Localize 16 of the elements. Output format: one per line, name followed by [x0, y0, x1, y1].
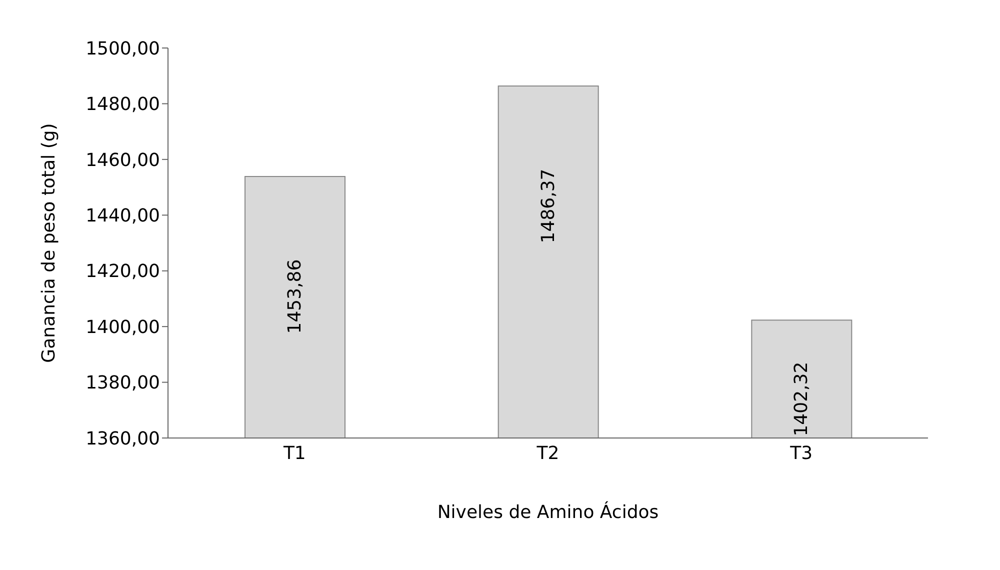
- data-label: 1486,37: [538, 168, 559, 244]
- y-tick-label: 1480,00: [86, 94, 160, 116]
- y-tick-label: 1400,00: [86, 316, 160, 338]
- y-tick-label: 1380,00: [86, 372, 160, 394]
- y-axis-title: Ganancia de peso total (g): [38, 123, 60, 363]
- data-label: 1402,32: [791, 362, 812, 436]
- data-label: 1453,86: [284, 259, 306, 334]
- y-tick-label: 1420,00: [86, 261, 160, 282]
- y-tick-label: 1440,00: [86, 206, 160, 227]
- x-tick-label: T2: [536, 442, 560, 464]
- x-tick-label: T3: [789, 442, 813, 464]
- y-tick-label: 1500,00: [86, 38, 160, 60]
- x-axis-title: Niveles de Amino Ácidos: [437, 501, 659, 523]
- x-tick-label: T1: [282, 442, 306, 464]
- y-tick-label: 1460,00: [86, 150, 160, 171]
- y-tick-label: 1360,00: [86, 428, 160, 450]
